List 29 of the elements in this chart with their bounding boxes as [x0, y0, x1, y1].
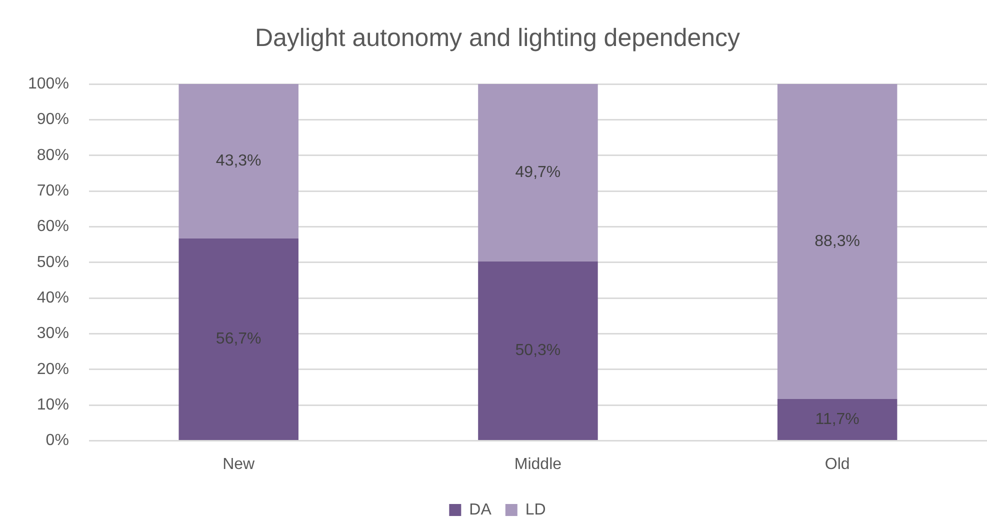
- chart-title: Daylight autonomy and lighting dependency: [254, 24, 741, 52]
- data-label: 43,3%: [216, 152, 262, 170]
- x-tick-label: Middle: [514, 456, 562, 473]
- y-tick-label: 80%: [36, 146, 69, 164]
- data-label: 56,7%: [216, 330, 262, 348]
- data-label: 49,7%: [515, 164, 561, 182]
- bar: [777, 84, 898, 400]
- y-tick-label: 60%: [36, 218, 69, 236]
- bar: [478, 84, 598, 262]
- y-tick-label: 70%: [36, 182, 69, 200]
- y-tick-label: 100%: [28, 75, 69, 92]
- x-tick-label: New: [222, 456, 256, 473]
- data-label: 50,3%: [515, 342, 561, 360]
- bar: [178, 84, 298, 238]
- legend-label: DA: [469, 501, 492, 518]
- bar: [777, 399, 898, 440]
- y-tick-label: 10%: [36, 396, 69, 414]
- bar: [178, 238, 298, 440]
- y-tick-label: 40%: [36, 289, 69, 306]
- x-tick-label: Old: [824, 456, 850, 473]
- y-tick-label: 50%: [36, 254, 69, 271]
- bar: [478, 261, 598, 440]
- data-label: 11,7%: [815, 410, 860, 428]
- y-tick-label: 90%: [36, 111, 69, 128]
- data-label: 88,3%: [814, 232, 860, 250]
- y-tick-label: 0%: [46, 432, 69, 450]
- legend-label: LD: [525, 501, 546, 518]
- y-tick-label: 20%: [36, 360, 69, 378]
- y-tick-label: 30%: [36, 325, 69, 342]
